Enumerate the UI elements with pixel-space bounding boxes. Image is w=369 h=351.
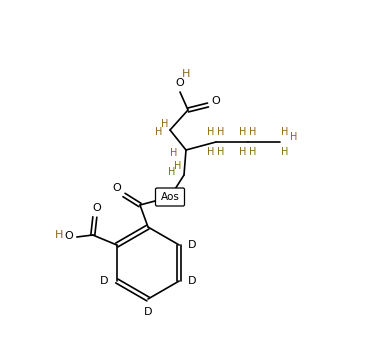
- Text: H: H: [170, 148, 178, 158]
- Text: H: H: [281, 147, 289, 157]
- Text: H: H: [207, 127, 215, 137]
- Text: H: H: [281, 127, 289, 137]
- Text: O: O: [176, 78, 184, 88]
- Text: H: H: [217, 147, 225, 157]
- Text: H: H: [161, 119, 169, 129]
- Text: H: H: [55, 230, 63, 240]
- Text: O: O: [113, 183, 121, 193]
- Text: D: D: [188, 276, 196, 286]
- Text: Aos: Aos: [161, 192, 179, 202]
- Text: H: H: [155, 127, 163, 137]
- FancyBboxPatch shape: [155, 188, 184, 206]
- Text: H: H: [217, 127, 225, 137]
- Text: D: D: [100, 276, 108, 286]
- Text: H: H: [207, 147, 215, 157]
- Text: D: D: [188, 240, 196, 250]
- Text: H: H: [168, 167, 176, 177]
- Text: H: H: [249, 147, 257, 157]
- Text: H: H: [239, 127, 247, 137]
- Text: O: O: [212, 96, 220, 106]
- Text: O: O: [93, 203, 101, 213]
- Text: H: H: [182, 69, 190, 79]
- Text: H: H: [174, 161, 182, 171]
- Text: O: O: [65, 231, 73, 241]
- Text: D: D: [144, 307, 152, 317]
- Text: H: H: [290, 132, 298, 142]
- Text: H: H: [249, 127, 257, 137]
- Text: H: H: [239, 147, 247, 157]
